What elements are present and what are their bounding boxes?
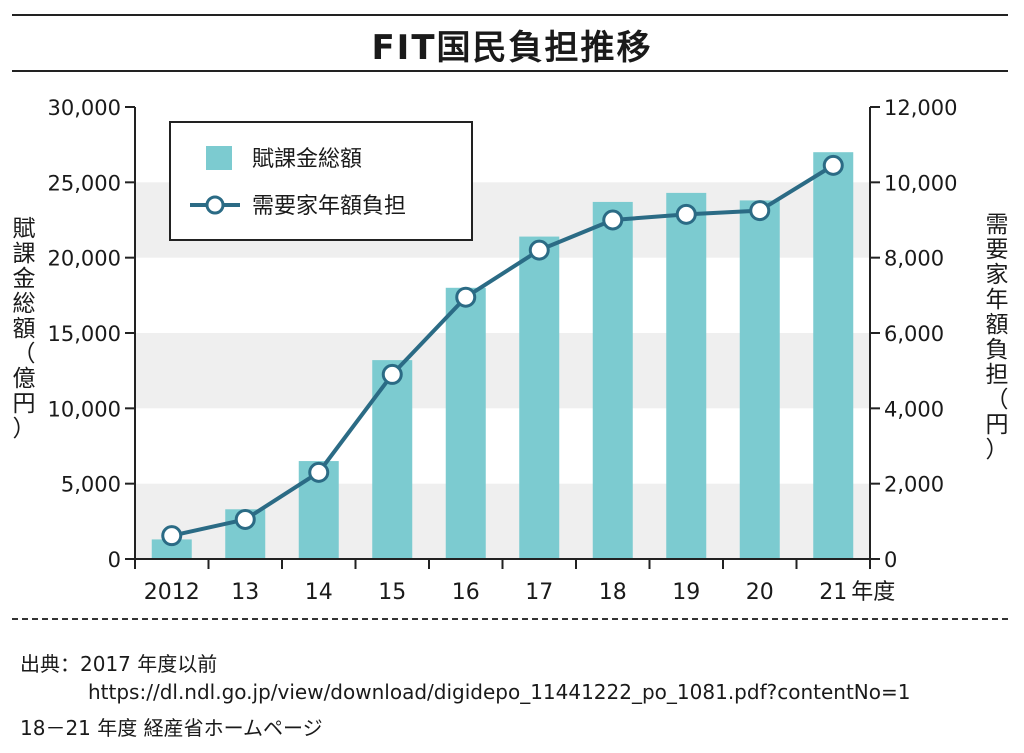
x-tick-label: 14 [305,580,333,605]
x-tick-label: 2012 [144,580,200,605]
line-series [171,163,835,538]
x-tick-label: 20 [746,580,774,605]
legend-bar-label: 賦課金総額 [252,147,362,172]
y-right-tick-label: 10,000 [884,171,957,195]
y-left-tick-label: 20,000 [48,247,121,271]
legend-bar-swatch [206,146,232,170]
line-point [381,363,403,385]
chart: 0 5,000 10,000 15,000 20,000 25,000 30,000 0 2,0… [13,96,1009,605]
line-point [749,200,771,222]
bar [445,287,486,559]
x-unit-label: 年度 [851,580,895,605]
legend-box [169,121,473,241]
line-point [675,203,697,225]
x-tick-label: 21 [819,580,847,605]
title-top-rule [12,14,1008,16]
y-left-tick-label: 5,000 [61,473,121,497]
y-left-tick-label: 30,000 [48,96,121,120]
y-left-tick-label: 25,000 [48,171,121,195]
source-label: 出典：2017 年度以前 [20,652,218,676]
line-point [234,508,256,530]
x-tick-label: 18 [599,580,627,605]
bar [739,200,780,559]
y-right-tick-label: 12,000 [884,96,957,120]
bar [151,539,192,559]
x-tick-label: 15 [378,580,406,605]
line-point [822,154,844,176]
legend-line-label: 需要家年額負担 [252,194,406,219]
source-url: https://dl.ndl.go.jp/view/download/digid… [88,680,911,704]
source-divider [12,618,1008,620]
y-right-tick-label: 2,000 [884,473,944,497]
y-right-tick-label: 6,000 [884,322,944,346]
y-left-tick-label: 15,000 [48,322,121,346]
y-left-axis-title: 賦課金総額（億円） [13,216,36,442]
line-point [602,209,624,231]
y-right-axis-title: 需要家年額負担（円） [986,212,1009,463]
bar [519,236,560,559]
line-point [455,286,477,308]
x-tick-label: 19 [672,580,700,605]
x-tick-label: 17 [525,580,553,605]
bar [813,152,854,559]
bar [666,192,707,559]
x-tick-label: 16 [452,580,480,605]
y-right-tick-label: 0 [884,548,897,572]
line-point [308,461,330,483]
source-note: 18－21 年度 経産省ホームページ [20,716,323,740]
legend-line-marker [205,195,225,215]
y-left-tick-label: 10,000 [48,397,121,421]
y-left-tick-label: 0 [108,548,121,572]
x-tick-label: 13 [231,580,259,605]
line-point [528,239,550,261]
line-point [161,525,183,547]
title-bottom-rule [12,70,1008,72]
chart-title: FIT国民負担推移 [371,28,653,68]
bar [592,201,633,560]
y-right-tick-label: 4,000 [884,397,944,421]
y-right-tick-label: 8,000 [884,247,944,271]
